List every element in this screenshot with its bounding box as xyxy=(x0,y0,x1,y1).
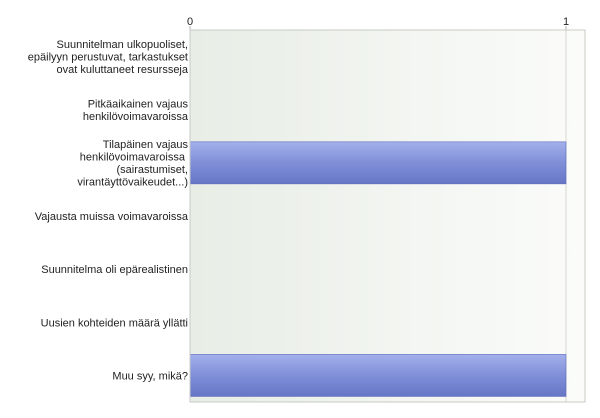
category-label: Suunnitelma oli epärealistinen xyxy=(41,264,188,276)
category-label: Suunnitelman ulkopuoliset, epäilyyn perus… xyxy=(28,39,189,76)
x-tick-label: 1 xyxy=(563,16,569,28)
plot-border xyxy=(189,29,586,403)
category-label: Uusien kohteiden määrä yllätti xyxy=(41,317,188,329)
plot-area xyxy=(190,30,585,402)
bar xyxy=(189,141,567,185)
bar xyxy=(189,354,567,397)
category-label: Tilapäinen vajaus henkilövoimavaroissa (s… xyxy=(77,139,188,189)
category-label: Vajausta muissa voimavaroissa xyxy=(35,211,189,223)
category-label: Muu syy, mikä? xyxy=(112,370,188,382)
category-label: Pitkäaikainen vajaus henkilövoimavaroissa xyxy=(83,98,189,123)
x-tick-label: 0 xyxy=(187,16,193,28)
